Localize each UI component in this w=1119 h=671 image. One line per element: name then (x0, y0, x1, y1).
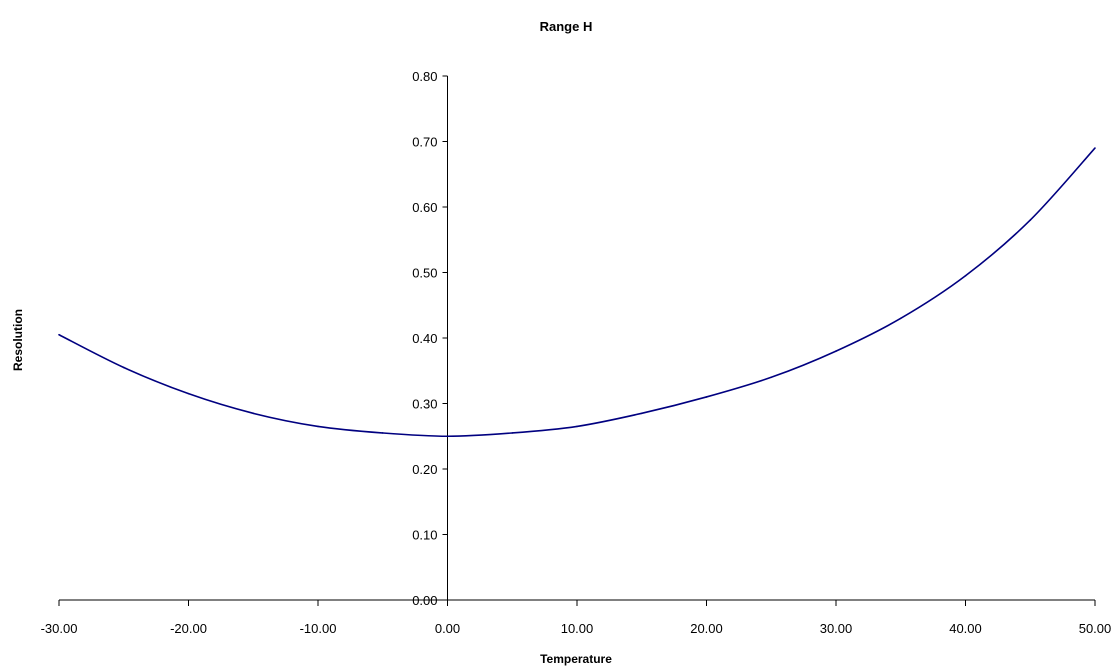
x-tick-label: 50.00 (1079, 621, 1112, 636)
data-point (705, 396, 708, 398)
series-line (58, 147, 1096, 438)
x-tick-label: 20.00 (690, 621, 723, 636)
x-tick-label: 10.00 (561, 621, 594, 636)
y-tick-label: 0.70 (412, 135, 437, 150)
chart-title: Range H (540, 19, 593, 34)
y-tick-label: 0.30 (412, 397, 437, 412)
x-axis-title: Temperature (540, 652, 612, 666)
x-tick-label: 30.00 (820, 621, 853, 636)
y-tick-label: 0.20 (412, 462, 437, 477)
data-point (640, 412, 643, 415)
x-tick-label: -10.00 (300, 621, 337, 636)
y-tick-label: 0.60 (412, 200, 437, 215)
data-point (187, 392, 190, 395)
y-tick-label: 0.10 (412, 528, 437, 543)
data-point (576, 425, 578, 428)
data-point (1029, 219, 1032, 221)
data-point (899, 317, 902, 320)
plot-area: -30.00 -20.00 -10.00 0.00 10.00 20.00 30.00 40.… (41, 69, 1112, 636)
y-ticks: 0.00 0.10 0.20 0.30 0.40 0.50 0.60 0.70 0.80 (412, 69, 448, 608)
y-tick-label: 0.40 (412, 331, 437, 346)
data-point (511, 432, 514, 434)
data-point (446, 435, 449, 438)
data-point (252, 412, 255, 415)
x-ticks: -30.00 -20.00 -10.00 0.00 10.00 20.00 30.00 40.… (41, 600, 1112, 636)
data-point (1094, 147, 1096, 149)
x-tick-label: 40.00 (949, 621, 982, 636)
y-tick-label: 0.80 (412, 69, 437, 84)
x-tick-label: -30.00 (41, 621, 78, 636)
y-tick-label: 0.00 (412, 593, 437, 608)
data-point (122, 366, 125, 369)
data-point (381, 432, 384, 434)
data-point (58, 333, 60, 336)
data-points (58, 147, 1096, 438)
data-point (770, 376, 773, 379)
data-point (317, 425, 319, 428)
y-tick-label: 0.50 (412, 266, 437, 281)
data-point (964, 274, 967, 277)
x-tick-label: -20.00 (170, 621, 207, 636)
y-axis-title: Resolution (11, 309, 25, 371)
data-point (835, 350, 837, 352)
x-tick-label: 0.00 (435, 621, 460, 636)
